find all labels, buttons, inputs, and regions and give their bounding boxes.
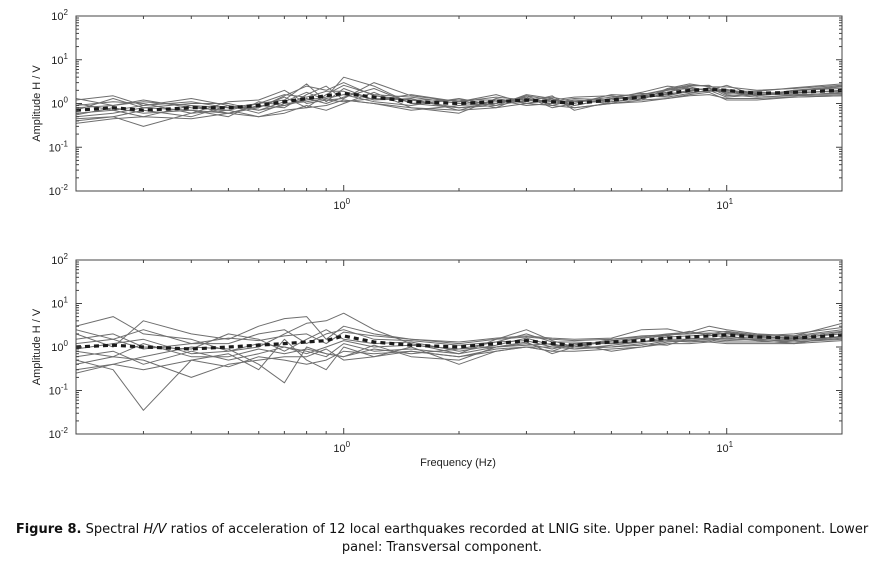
x-tick-exponent: 0 bbox=[346, 440, 351, 449]
series-group bbox=[76, 312, 842, 411]
y-tick-exponent: -1 bbox=[61, 139, 69, 148]
series-line-eq10 bbox=[76, 89, 842, 111]
x-axis-title: Frequency (Hz) bbox=[420, 457, 496, 469]
caption-label: Figure 8. bbox=[15, 522, 82, 537]
y-tick-label: 10-1 bbox=[49, 139, 69, 154]
y-tick-base: 10 bbox=[51, 299, 63, 311]
mean-series-line bbox=[76, 333, 842, 351]
x-tick-base: 10 bbox=[333, 443, 345, 455]
y-tick-base: 10 bbox=[51, 55, 63, 67]
y-tick-base: 10 bbox=[49, 186, 61, 198]
y-tick-exponent: 1 bbox=[64, 296, 69, 305]
y-tick-label: 10-1 bbox=[49, 383, 69, 398]
y-tick-label: 10-2 bbox=[49, 183, 69, 198]
y-tick-label: 100 bbox=[51, 96, 68, 111]
y-tick-base: 10 bbox=[51, 11, 63, 23]
x-tick-base: 10 bbox=[716, 200, 728, 212]
y-tick-exponent: -2 bbox=[61, 183, 69, 192]
y-tick-label: 102 bbox=[51, 252, 68, 267]
caption-text-after: ratios of acceleration of 12 local earth… bbox=[166, 522, 869, 555]
y-tick-label: 102 bbox=[51, 8, 68, 23]
x-tick-base: 10 bbox=[716, 443, 728, 455]
series-line-eq11 bbox=[76, 340, 842, 374]
series-line-eq4 bbox=[76, 337, 842, 378]
x-tick-label: 100 bbox=[333, 197, 350, 212]
y-tick-base: 10 bbox=[49, 386, 61, 398]
y-tick-exponent: 2 bbox=[64, 8, 69, 17]
mean-series-line bbox=[76, 87, 842, 112]
y-tick-base: 10 bbox=[51, 342, 63, 354]
y-tick-exponent: 2 bbox=[64, 252, 69, 261]
series-line-eq11 bbox=[76, 94, 842, 124]
series-line-eq6 bbox=[76, 336, 842, 358]
series-line-eq12 bbox=[76, 329, 842, 345]
series-line-eq9 bbox=[76, 336, 842, 365]
y-tick-base: 10 bbox=[51, 99, 63, 111]
x-tick-label: 101 bbox=[716, 440, 733, 455]
x-tick-exponent: 1 bbox=[729, 440, 734, 449]
x-tick-label: 101 bbox=[716, 197, 733, 212]
y-tick-exponent: 0 bbox=[64, 339, 69, 348]
y-tick-exponent: 0 bbox=[64, 96, 69, 105]
x-tick-base: 10 bbox=[333, 200, 345, 212]
caption-text-before: Spectral bbox=[81, 522, 144, 537]
caption-italic: H/V bbox=[143, 522, 167, 537]
series-line-eq3 bbox=[76, 316, 842, 348]
series-line-eq3 bbox=[76, 91, 842, 127]
series-line-eq1 bbox=[76, 312, 842, 355]
x-tick-label: 100 bbox=[333, 440, 350, 455]
series-line-eq4 bbox=[76, 82, 842, 114]
y-tick-base: 10 bbox=[49, 429, 61, 441]
series-line-eq8 bbox=[76, 84, 842, 111]
x-tick-exponent: 1 bbox=[729, 197, 734, 206]
series-group bbox=[76, 76, 842, 127]
y-axis-title: Amplitude H / V bbox=[31, 65, 43, 142]
y-tick-base: 10 bbox=[49, 142, 61, 154]
figure-caption: Figure 8. Spectral H/V ratios of acceler… bbox=[8, 521, 876, 557]
y-tick-exponent: -1 bbox=[61, 383, 69, 392]
y-tick-label: 10-2 bbox=[49, 426, 69, 441]
y-tick-exponent: -2 bbox=[61, 426, 69, 435]
y-tick-exponent: 1 bbox=[64, 52, 69, 61]
y-axis-title: Amplitude H / V bbox=[31, 308, 43, 385]
y-tick-label: 101 bbox=[51, 296, 68, 311]
y-tick-base: 10 bbox=[51, 255, 63, 267]
y-tick-label: 100 bbox=[51, 339, 68, 354]
y-tick-label: 101 bbox=[51, 52, 68, 67]
x-tick-exponent: 0 bbox=[346, 197, 351, 206]
